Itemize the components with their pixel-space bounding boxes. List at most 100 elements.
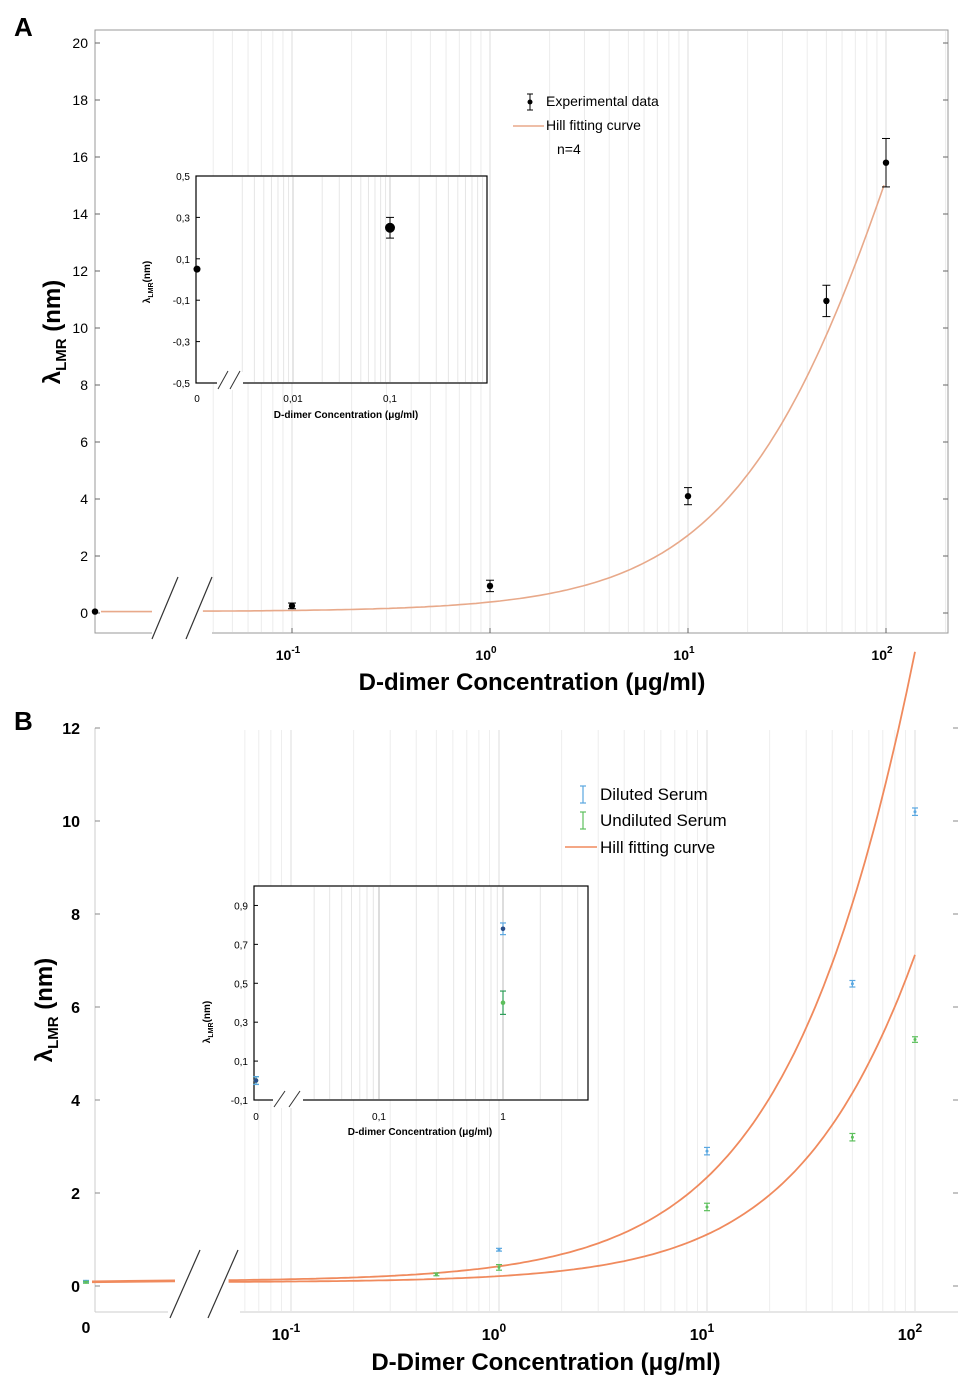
inset-x-ticks-b: 0 0,1 1 [253,1112,506,1123]
y-tick-label: 6 [80,434,88,450]
annotation-n: n=4 [557,141,581,157]
y-tick-label: 2 [80,548,88,564]
x-tick-label: 10-1 [276,645,301,663]
inset-y-tick-label: -0,1 [173,296,191,307]
inset-y-title-a: λLMR(nm) [142,261,155,303]
inset-x-tick-label: 0,1 [372,1112,386,1123]
inset-axis-break-a [217,370,243,390]
point-marker [497,1248,501,1252]
inset-point-marker [193,265,201,273]
panel-letter-a: A [14,12,33,42]
legend-item-diluted: Diluted Serum [580,785,708,804]
chart-panel-a: A 0 2 4 6 8 10 12 14 16 18 20 10-1 100 101 102 λLMR (… [14,12,949,696]
y-tick-label: 10 [72,320,88,336]
data-point [704,1146,710,1156]
fit-segment-zero [91,1280,176,1284]
inset-data-point [193,265,201,273]
data-point [704,1202,710,1212]
data-point [822,284,831,318]
data-point [849,979,856,988]
inset-y-ticks-a: 0,5 0,3 0,1 -0,1 -0,3 -0,5 [173,172,200,390]
data-point [912,1036,918,1043]
inset-x-title-a: D-dimer Concentration (μg/ml) [274,410,418,421]
axis-break-a [151,575,213,641]
inset-grid-b [313,887,579,1099]
inset-y-tick-label: 0,7 [234,940,248,951]
inset-data-point [385,216,395,239]
inset-point-marker [500,926,506,932]
point-marker [684,492,692,500]
inset-x-ticks-a: 0 0,01 0,1 [194,394,397,405]
x-tick-label: 100 [482,1321,507,1344]
svg-text:Hill fitting curve: Hill fitting curve [546,117,641,133]
inset-chart-a: 0,5 0,3 0,1 -0,1 -0,3 -0,5 0 0,01 0,1 D-dimer C… [142,172,488,421]
legend-a: Experimental data Hill fitting curve n=4 [513,93,659,157]
inset-data-point [500,990,506,1016]
inset-y-ticks-b: 0,9 0,7 0,5 0,3 0,1 -0,1 [231,901,258,1107]
inset-point-marker [500,1000,506,1006]
inset-axis-break-b [273,1090,303,1108]
x-tick-label: 10-1 [272,1321,301,1344]
y-tick-label: 12 [62,721,80,738]
point-marker [913,1038,917,1042]
point-marker [497,1265,501,1269]
data-point [288,602,296,610]
data-point [486,579,494,593]
inset-grid-a [241,177,484,382]
inset-x-tick-label: 0 [253,1112,259,1123]
data-point [684,487,692,506]
legend-b: Diluted Serum Undiluted Serum Hill fitti… [565,785,727,857]
hill-fit-curves-b [91,651,916,1284]
inset-frame-b [253,885,589,1101]
y-tick-label: 0 [80,605,88,621]
data-point [496,1247,502,1252]
hill-fit-curve-a [101,184,885,613]
inset-y-tick-label: 0,5 [176,172,190,183]
inset-y-title-b: λLMR(nm) [202,1001,215,1043]
inset-y-tick-label: 0,1 [234,1057,248,1068]
point-marker [84,1280,88,1284]
data-point [496,1264,502,1271]
x-axis-title-b: D-Dimer Concentration (μg/ml) [371,1349,720,1376]
point-marker [882,159,890,166]
inset-chart-b: 0,90,70,50,30,1-0,1 0 0,1 1 D-dimer Concen… [202,885,589,1138]
data-point [83,1280,89,1284]
inset-points-a [193,216,395,273]
x-tick-label: 100 [475,645,497,663]
y-ticks-a: 0 2 4 6 8 10 12 14 16 18 20 [72,35,948,621]
inset-data-point [500,922,506,936]
fit-segment-zero [91,1279,176,1283]
inset-data-point [253,1076,259,1086]
x-tick-zero-b: 0 [82,1320,91,1337]
inset-frame-a [195,175,488,384]
y-tick-label: 16 [72,149,88,165]
point-marker [434,1272,438,1276]
data-points-a [91,137,890,615]
point-marker [850,982,854,986]
y-tick-label: 8 [71,907,80,924]
y-tick-label: 12 [72,263,88,279]
x-tick-label: 102 [871,645,893,663]
point-marker [705,1205,709,1209]
data-point [433,1272,440,1277]
x-axis-title-a: D-dimer Concentration (μg/ml) [359,669,706,696]
inset-x-tick-label: 0,01 [283,394,303,405]
inset-y-tick-label: 0,9 [234,901,248,912]
inset-x-tick-label: 0 [194,394,200,405]
y-tick-label: 14 [72,206,88,222]
svg-text:Diluted Serum: Diluted Serum [600,785,708,804]
x-ticks-a: 10-1 100 101 102 [276,628,893,663]
point-marker [705,1149,709,1153]
y-tick-label: 8 [80,377,88,393]
inset-y-tick-label: 0,1 [176,255,190,266]
legend-item-hill-fit-b: Hill fitting curve [565,838,715,857]
point-marker [486,582,494,590]
x-tick-label: 102 [898,1321,923,1344]
x-tick-label: 101 [673,645,695,663]
y-tick-label: 10 [62,814,80,831]
y-tick-label: 6 [71,1000,80,1017]
fit-curve [228,954,916,1283]
y-axis-title-b: λLMR (nm) [31,958,62,1063]
inset-x-title-b: D-dimer Concentration (μg/ml) [348,1127,492,1138]
